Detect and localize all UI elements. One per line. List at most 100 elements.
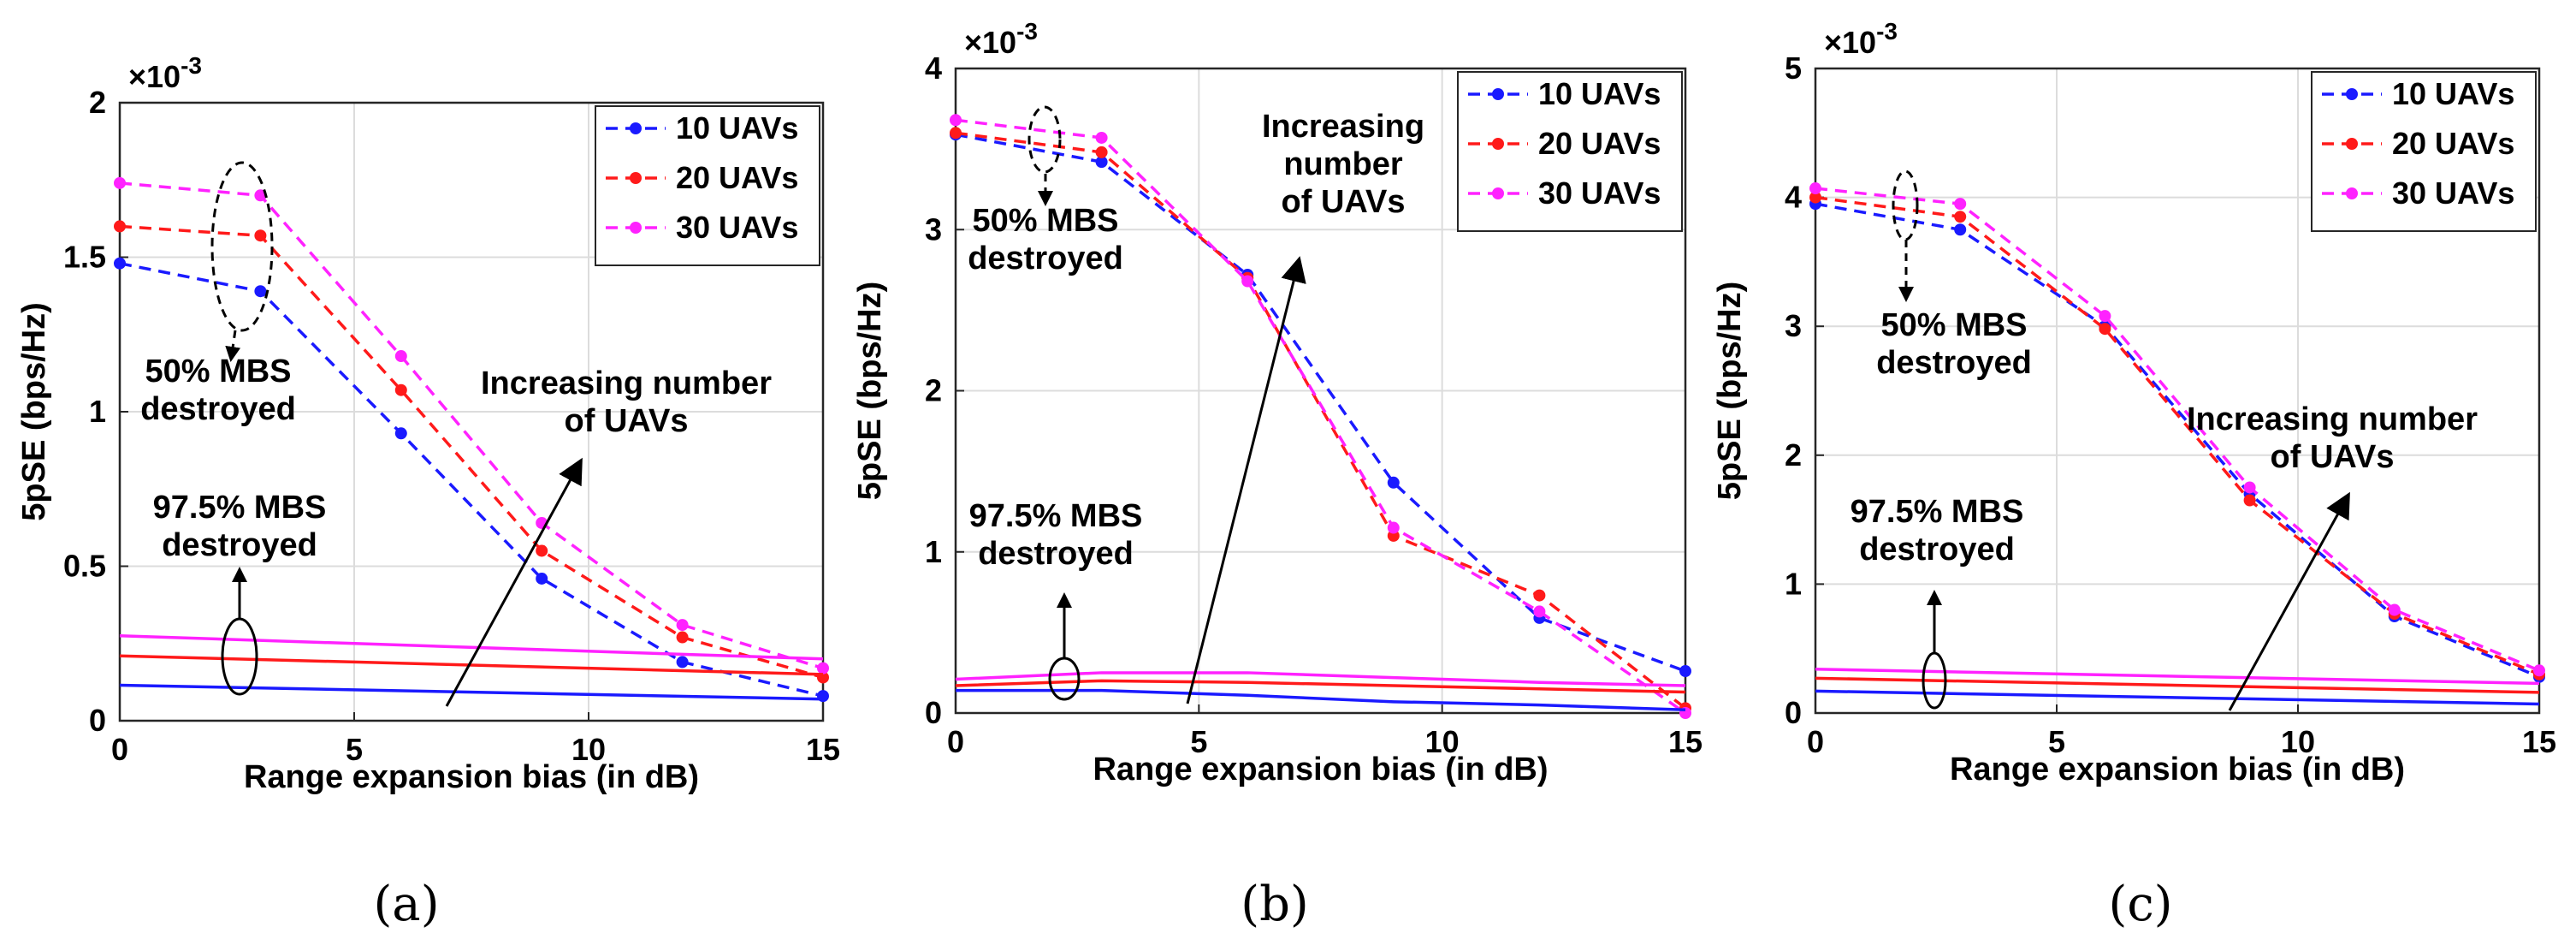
y-tick-label: 2 xyxy=(89,85,106,120)
annotation-text: number xyxy=(1283,146,1403,182)
annotation-text: destroyed xyxy=(140,391,296,427)
annotation-text: 97.5% MBS xyxy=(1851,494,2024,530)
x-tick-label: 0 xyxy=(947,724,964,759)
legend-label: 20 UAVs xyxy=(676,160,798,195)
x-tick-label: 0 xyxy=(111,732,128,767)
y-tick-label: 0 xyxy=(89,703,106,738)
annotation-text: destroyed xyxy=(968,241,1123,276)
y-tick-label: 1.5 xyxy=(63,240,106,275)
series-line xyxy=(1815,689,2540,706)
x-tick-label: 15 xyxy=(1668,724,1703,759)
series-line xyxy=(119,224,824,680)
chart-panel-b: 0 5 10 15 0 1 2 3 4 ×10-3 Range expansion bias (in… xyxy=(852,18,1703,932)
annotation-text: destroyed xyxy=(162,527,317,563)
annotation-text: destroyed xyxy=(1876,345,2032,381)
data-point xyxy=(1241,275,1254,288)
data-point xyxy=(114,257,126,270)
data-point xyxy=(254,189,267,202)
y-tick-label: 5 xyxy=(1785,51,1802,86)
solid-ellipse xyxy=(1922,651,1947,710)
solid-ellipse xyxy=(221,617,258,696)
panel-caption: (c) xyxy=(2108,877,2172,932)
data-point xyxy=(817,662,829,675)
legend-marker xyxy=(630,172,642,184)
data-point xyxy=(394,383,407,396)
annotation-text: Increasing number xyxy=(2187,401,2478,437)
chart-panel-c: 0 5 10 15 0 1 2 3 4 5 ×10-3 Range expansion bias (i… xyxy=(1712,18,2556,932)
annotation-text: destroyed xyxy=(978,536,1134,572)
annotation-text: 50% MBS xyxy=(1880,307,2027,343)
panel-caption: (a) xyxy=(373,877,439,932)
y-tick-label: 0 xyxy=(925,695,942,730)
data-point xyxy=(1679,665,1691,678)
legend-marker xyxy=(1492,138,1504,150)
data-point xyxy=(950,114,962,127)
series-line xyxy=(1815,668,2540,686)
data-point xyxy=(1095,156,1108,169)
y-tick-label: 1 xyxy=(1785,566,1802,601)
data-point xyxy=(2243,481,2256,494)
annotation-arrow xyxy=(1186,256,1306,704)
data-point xyxy=(2099,323,2111,336)
y-tick-label: 3 xyxy=(1785,308,1802,343)
data-point xyxy=(1954,211,1967,223)
legend-box xyxy=(2311,71,2537,232)
axis-multiplier: ×10-3 xyxy=(1824,18,1898,60)
series-line xyxy=(119,683,824,701)
series-line xyxy=(1815,187,2540,672)
series-line xyxy=(119,654,824,676)
data-point xyxy=(1387,476,1400,489)
series-line xyxy=(1815,202,2540,679)
y-tick-label: 1 xyxy=(89,394,106,429)
x-tick-label: 10 xyxy=(2281,724,2315,759)
series-line xyxy=(955,118,1686,715)
y-tick-label: 0 xyxy=(1785,695,1802,730)
legend-marker xyxy=(2346,88,2358,100)
data-point xyxy=(254,285,267,298)
annotation-arrow xyxy=(2228,491,2350,711)
legend-marker xyxy=(630,122,642,134)
series-line xyxy=(119,262,824,698)
annotation-arrow xyxy=(225,330,241,362)
y-axis-label: 5pSE (bps/Hz) xyxy=(1712,282,1748,500)
annotation-text: destroyed xyxy=(1859,532,2015,568)
data-point xyxy=(394,427,407,440)
y-tick-label: 0.5 xyxy=(63,549,106,584)
y-tick-label: 4 xyxy=(925,51,942,86)
legend-label: 10 UAVs xyxy=(2392,76,2514,111)
chart-panel-a: 0 5 10 15 0 0.5 1 1.5 2 ×10-3 Range expansion bias… xyxy=(16,52,840,932)
x-tick-label: 10 xyxy=(571,732,606,767)
annotation-text: 97.5% MBS xyxy=(153,490,327,526)
annotation-text: Increasing number xyxy=(481,365,772,401)
data-point xyxy=(1533,589,1546,602)
data-point xyxy=(394,350,407,363)
y-tick-label: 2 xyxy=(1785,437,1802,472)
y-axis-label: 5pSE (bps/Hz) xyxy=(852,282,888,500)
legend-marker xyxy=(2346,138,2358,150)
data-point xyxy=(536,572,548,585)
y-tick-label: 4 xyxy=(1785,180,1802,215)
plot-frame xyxy=(1814,67,2541,715)
series-line xyxy=(1815,676,2540,694)
axis-multiplier: ×10-3 xyxy=(128,52,202,94)
data-point xyxy=(950,127,962,140)
data-point xyxy=(1095,131,1108,144)
x-tick-label: 5 xyxy=(1190,724,1207,759)
solid-ellipse xyxy=(1048,657,1081,701)
legend-marker xyxy=(2346,187,2358,199)
x-tick-label: 10 xyxy=(1425,724,1460,759)
annotation-text: 50% MBS xyxy=(972,203,1118,239)
dashed-ellipse xyxy=(1892,169,1919,241)
data-point xyxy=(676,631,689,644)
annotation-arrow xyxy=(445,457,583,707)
axis-multiplier: ×10-3 xyxy=(964,18,1038,60)
legend-label: 10 UAVs xyxy=(1538,76,1661,111)
y-tick-label: 2 xyxy=(925,373,942,408)
x-tick-label: 15 xyxy=(2522,724,2556,759)
x-tick-label: 0 xyxy=(1807,724,1824,759)
data-point xyxy=(1954,198,1967,211)
data-point xyxy=(2243,494,2256,507)
series-line xyxy=(955,131,1687,710)
annotation-text: of UAVs xyxy=(565,403,689,439)
